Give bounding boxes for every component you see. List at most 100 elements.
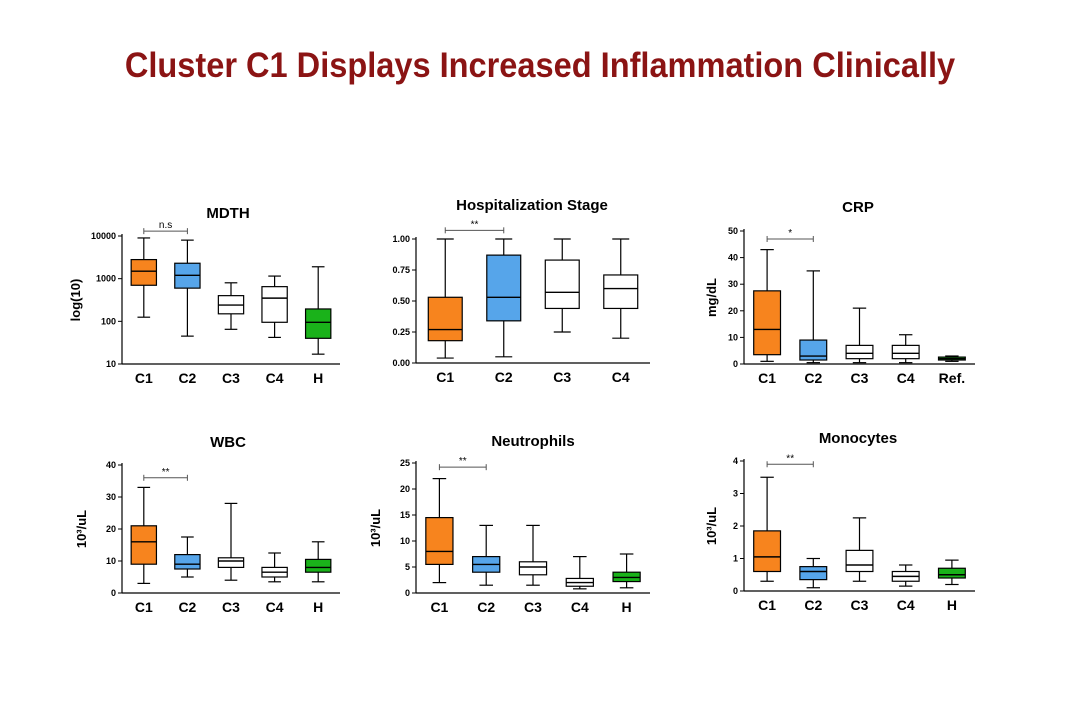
x-tick-label: C2 [178,599,196,615]
y-tick-label: 10 [400,536,410,546]
y-tick-label: 0.00 [392,358,410,368]
y-axis-label: 10³/uL [704,507,719,545]
boxplot-crp: CRP 0 10 20 30 40 50 mg/dL C1 C2 C3 C4 Ref. * [704,199,975,386]
box-h: H [612,553,641,615]
y-tick-label: 40 [728,253,738,263]
y-tick-label: 0 [733,359,738,369]
y-tick-label: 2 [733,521,738,531]
significance-label: ** [459,456,467,467]
x-tick-label: C3 [553,369,571,385]
y-tick-label: 40 [106,460,116,470]
x-tick-label: C3 [222,370,240,386]
y-tick-label: 20 [728,306,738,316]
box-c1: C1 [130,237,158,386]
y-axis-label: mg/dL [704,278,719,317]
x-tick-label: H [313,599,323,615]
y-tick-label: 10 [106,359,116,369]
box-iqr [891,344,920,360]
x-tick-label: Ref. [939,370,965,386]
box-iqr [845,344,874,360]
significance-label: ** [786,453,794,464]
y-axis-label: log(10) [68,279,83,322]
y-tick-label: 4 [733,456,738,466]
y-tick-label: 1 [733,554,738,564]
x-tick-label: C3 [524,599,542,615]
x-tick-label: C4 [266,370,284,386]
x-tick-label: C1 [758,370,776,386]
x-tick-label: C4 [266,599,284,615]
y-tick-label: 25 [400,458,410,468]
x-tick-label: C4 [612,369,630,385]
box-c1: C1 [425,478,454,615]
y-tick-label: 3 [733,489,738,499]
x-tick-label: C1 [135,599,153,615]
box-c3: C3 [217,282,245,386]
box-c3: C3 [845,307,874,386]
box-c1: C1 [753,476,782,613]
y-tick-label: 0 [111,588,116,598]
box-iqr [304,558,332,573]
box-ref: Ref. [937,355,966,386]
x-tick-label: C2 [804,597,822,613]
x-tick-label: C1 [436,369,454,385]
box-iqr [799,339,828,361]
box-c4: C4 [261,275,288,386]
box-iqr [937,567,966,579]
x-tick-label: C3 [222,599,240,615]
box-c1: C1 [130,486,158,615]
box-iqr [174,553,201,570]
box-iqr [217,557,245,568]
box-h: H [304,266,332,386]
box-c2: C2 [174,536,201,615]
box-c4: C4 [891,564,920,613]
y-tick-label: 10 [106,556,116,566]
box-iqr [304,308,332,339]
y-tick-label: 50 [728,226,738,236]
chart-title: Hospitalization Stage [456,197,608,214]
box-iqr [753,530,782,573]
box-c4: C4 [603,238,639,385]
chart-title: Neutrophils [491,433,574,450]
boxplot-mdth: MDTH 10 100 1000 10000 log(10) C1 C2 C3 C4 Hn.s [68,205,340,386]
significance-label: ** [471,219,479,230]
x-tick-label: C3 [851,597,869,613]
boxplot-monocytes: Monocytes 0 1 2 3 4 10³/uL C1 C2 C3 C4 H ** [704,430,975,613]
significance-label: n.s [159,220,172,231]
slide-title: Cluster C1 Displays Increased Inflammati… [124,46,956,85]
y-tick-label: 30 [106,492,116,502]
x-tick-label: C4 [571,599,589,615]
box-c1: C1 [753,249,782,386]
x-tick-label: H [313,370,323,386]
box-iqr [799,566,828,581]
chart-title: CRP [842,199,874,216]
box-c2: C2 [799,557,828,613]
y-tick-label: 10000 [91,231,116,241]
box-iqr [518,561,548,576]
y-axis-label: 10³/uL [74,510,89,548]
box-iqr [427,296,463,342]
boxplot-neutrophils: Neutrophils 0 5 10 15 20 25 10³/uL C1 C2 C3 C4 H ** [368,433,650,615]
box-c3: C3 [845,517,874,613]
box-iqr [130,258,158,286]
box-iqr [130,525,158,565]
x-tick-label: C2 [477,599,495,615]
box-iqr [425,516,454,565]
y-tick-label: 20 [106,524,116,534]
y-axis-label: 10³/uL [368,509,383,547]
x-tick-label: C1 [430,599,448,615]
y-tick-label: 5 [405,562,410,572]
box-iqr [603,274,639,310]
boxplot-wbc: WBC 0 10 20 30 40 10³/uL C1 C2 C3 C4 H ** [74,434,340,615]
box-c2: C2 [486,238,522,385]
x-tick-label: C4 [897,370,915,386]
box-c3: C3 [518,524,548,615]
chart-title: MDTH [206,205,249,222]
x-tick-label: C2 [495,369,513,385]
significance-label: ** [162,467,170,478]
y-tick-label: 0 [405,588,410,598]
x-tick-label: C3 [851,370,869,386]
y-tick-label: 0.75 [392,265,410,275]
x-tick-label: H [622,599,632,615]
box-iqr [486,254,522,322]
